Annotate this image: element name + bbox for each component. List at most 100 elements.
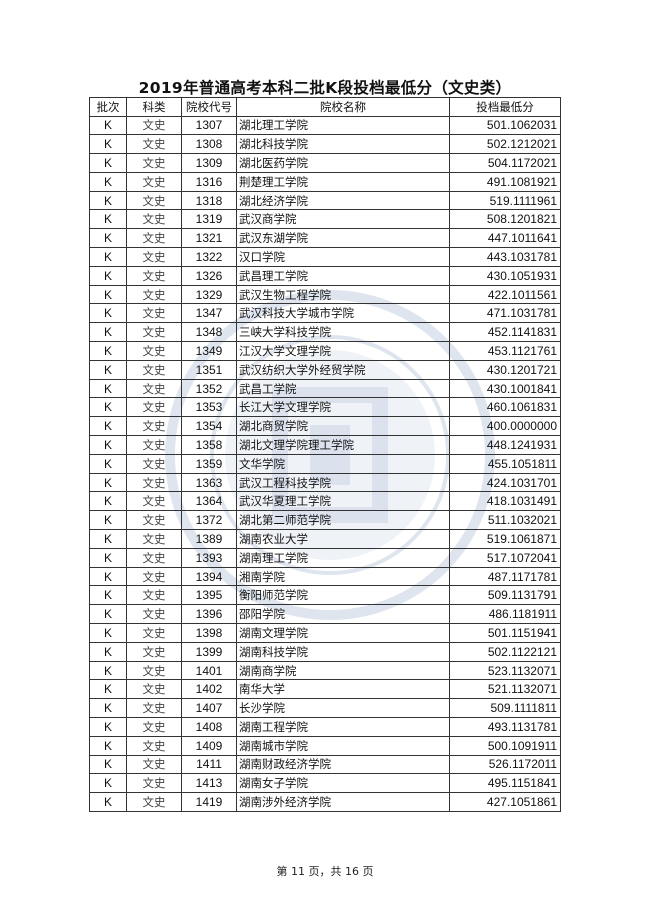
min-score-cell: 523.1132071 — [449, 660, 561, 681]
school-name-cell: 武汉科技大学城市学院 — [236, 303, 450, 324]
school-name-cell: 武汉东湖学院 — [236, 228, 450, 249]
min-score-cell: 400.0000000 — [449, 416, 561, 437]
school-name-cell: 邵阳学院 — [236, 604, 450, 625]
code-cell: 1308 — [181, 134, 237, 155]
subject-cell: 文史 — [126, 717, 182, 737]
min-score-cell: 500.1091911 — [449, 735, 561, 756]
code-cell: 1399 — [181, 641, 237, 662]
batch-cell: K — [89, 435, 127, 455]
subject-cell: 文史 — [126, 660, 182, 681]
school-name-cell: 湖北科技学院 — [236, 134, 450, 155]
table-row: K 文史 1396 邵阳学院 486.1181911 — [89, 604, 561, 625]
code-cell: 1307 — [181, 115, 237, 136]
min-score-cell: 517.1072041 — [449, 547, 561, 568]
subject-cell: 文史 — [126, 453, 182, 474]
school-name-cell: 长江大学文理学院 — [236, 397, 450, 418]
header-min-score: 投档最低分 — [449, 97, 561, 117]
school-name-cell: 武汉生物工程学院 — [236, 284, 450, 305]
school-name-cell: 湖南女子学院 — [236, 773, 450, 794]
code-cell: 1396 — [181, 604, 237, 625]
school-name-cell: 湖北理工学院 — [236, 115, 450, 136]
batch-cell: K — [89, 378, 127, 399]
code-cell: 1321 — [181, 228, 237, 249]
code-cell: 1394 — [181, 566, 237, 587]
subject-cell: 文史 — [126, 397, 182, 418]
batch-cell: K — [89, 190, 127, 211]
school-name-cell: 湖南商学院 — [236, 660, 450, 681]
min-score-cell: 504.1172021 — [449, 153, 561, 173]
header-school-name: 院校名称 — [236, 97, 450, 117]
code-cell: 1407 — [181, 698, 237, 718]
table-row: K 文史 1354 湖北商贸学院 400.0000000 — [89, 416, 561, 437]
batch-cell: K — [89, 341, 127, 361]
table-row: K 文史 1393 湖南理工学院 517.1072041 — [89, 547, 561, 568]
school-name-cell: 武汉纺织大学外经贸学院 — [236, 359, 450, 380]
table-row: K 文史 1358 湖北文理学院理工学院 448.1241931 — [89, 435, 561, 455]
code-cell: 1402 — [181, 679, 237, 700]
subject-cell: 文史 — [126, 378, 182, 399]
code-cell: 1401 — [181, 660, 237, 681]
header-subject: 科类 — [126, 97, 182, 117]
batch-cell: K — [89, 698, 127, 718]
batch-cell: K — [89, 510, 127, 531]
table-row: K 文史 1399 湖南科技学院 502.1122121 — [89, 641, 561, 662]
min-score-cell: 448.1241931 — [449, 435, 561, 455]
min-score-cell: 447.1011641 — [449, 228, 561, 249]
min-score-cell: 495.1151841 — [449, 773, 561, 794]
batch-cell: K — [89, 397, 127, 418]
code-cell: 1351 — [181, 359, 237, 380]
min-score-cell: 455.1051811 — [449, 453, 561, 474]
min-score-cell: 430.1201721 — [449, 359, 561, 380]
subject-cell: 文史 — [126, 754, 182, 775]
school-name-cell: 武昌理工学院 — [236, 265, 450, 286]
school-name-cell: 江汉大学文理学院 — [236, 341, 450, 361]
min-score-cell: 519.1061871 — [449, 529, 561, 549]
subject-cell: 文史 — [126, 341, 182, 361]
min-score-cell: 486.1181911 — [449, 604, 561, 625]
code-cell: 1352 — [181, 378, 237, 399]
min-score-cell: 521.1132071 — [449, 679, 561, 700]
school-name-cell: 湖北第二师范学院 — [236, 510, 450, 531]
code-cell: 1347 — [181, 303, 237, 324]
subject-cell: 文史 — [126, 735, 182, 756]
table-row: K 文史 1352 武昌工学院 430.1001841 — [89, 378, 561, 399]
table-row: K 文史 1316 荆楚理工学院 491.1081921 — [89, 171, 561, 192]
subject-cell: 文史 — [126, 566, 182, 587]
min-score-cell: 501.1151941 — [449, 623, 561, 643]
subject-cell: 文史 — [126, 435, 182, 455]
code-cell: 1408 — [181, 717, 237, 737]
batch-cell: K — [89, 153, 127, 173]
table-row: K 文史 1348 三峡大学科技学院 452.1141831 — [89, 322, 561, 343]
code-cell: 1326 — [181, 265, 237, 286]
batch-cell: K — [89, 641, 127, 662]
min-score-cell: 460.1061831 — [449, 397, 561, 418]
school-name-cell: 南华大学 — [236, 679, 450, 700]
subject-cell: 文史 — [126, 284, 182, 305]
batch-cell: K — [89, 604, 127, 625]
min-score-cell: 509.1111811 — [449, 698, 561, 718]
table-row: K 文史 1372 湖北第二师范学院 511.1032021 — [89, 510, 561, 531]
school-name-cell: 湖南城市学院 — [236, 735, 450, 756]
table-row: K 文史 1394 湘南学院 487.1171781 — [89, 566, 561, 587]
batch-cell: K — [89, 322, 127, 343]
batch-cell: K — [89, 284, 127, 305]
table-row: K 文史 1349 江汉大学文理学院 453.1121761 — [89, 341, 561, 361]
table-row: K 文史 1307 湖北理工学院 501.1062031 — [89, 115, 561, 136]
table-row: K 文史 1319 武汉商学院 508.1201821 — [89, 209, 561, 230]
batch-cell: K — [89, 134, 127, 155]
min-score-cell: 487.1171781 — [449, 566, 561, 587]
code-cell: 1353 — [181, 397, 237, 418]
school-name-cell: 文华学院 — [236, 453, 450, 474]
school-name-cell: 湖南科技学院 — [236, 641, 450, 662]
min-score-cell: 508.1201821 — [449, 209, 561, 230]
batch-cell: K — [89, 472, 127, 493]
subject-cell: 文史 — [126, 585, 182, 606]
batch-cell: K — [89, 115, 127, 136]
code-cell: 1409 — [181, 735, 237, 756]
subject-cell: 文史 — [126, 209, 182, 230]
batch-cell: K — [89, 717, 127, 737]
table-row: K 文史 1395 衡阳师范学院 509.1131791 — [89, 585, 561, 606]
table-row: K 文史 1407 长沙学院 509.1111811 — [89, 698, 561, 718]
school-name-cell: 湖南理工学院 — [236, 547, 450, 568]
min-score-cell: 502.1122121 — [449, 641, 561, 662]
